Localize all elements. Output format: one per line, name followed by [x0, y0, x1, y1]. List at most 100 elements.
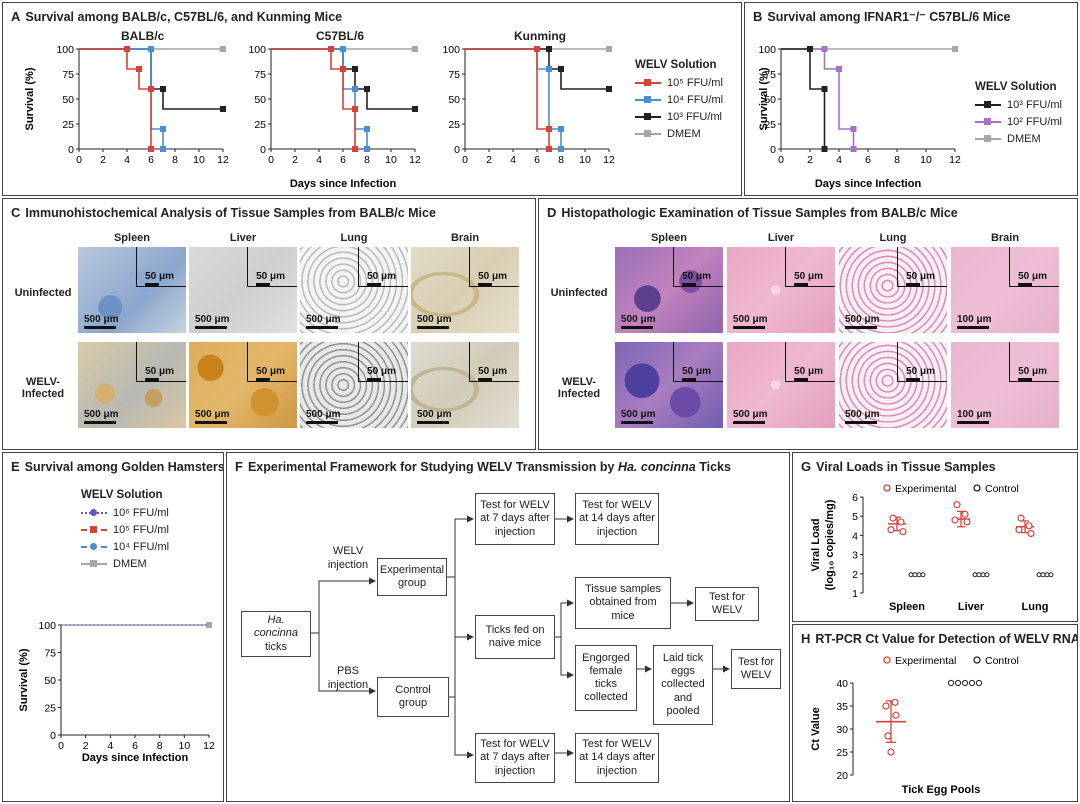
panel-h-chart: 20 25 30 35 40 Experimental Control Ct Value Tic… [810, 655, 1019, 796]
x-category-label: Liver [958, 601, 985, 613]
x-tick-label: 4 [510, 154, 516, 166]
x-tick-label: 0 [58, 740, 64, 752]
data-point-experimental [963, 518, 971, 526]
y-tick-label: 6 [852, 492, 858, 504]
data-point-d5 [148, 146, 154, 152]
y-tick-label: 5 [852, 511, 858, 523]
x-tick-label: 2 [807, 154, 813, 166]
ihc-liver-uninfected: 50 μm 500 μm [189, 247, 297, 333]
x-tick-label: 8 [894, 154, 900, 166]
control-group-box: Control group [377, 677, 449, 717]
data-point-control [980, 572, 986, 578]
flow-connector [555, 599, 574, 638]
y-tick-label: 100 [56, 44, 74, 56]
y-tick-label: 100 [38, 620, 56, 632]
he-spleen-infected: 50 μm 500 μm [615, 342, 723, 428]
ihc-lung-infected: 50 μm 500 μm [300, 342, 408, 428]
data-point-d5 [148, 86, 154, 92]
panel-b-title: B Survival among IFNAR1⁻/⁻ C57BL/6 Mice [753, 9, 1011, 24]
y-tick-label: 75 [254, 69, 266, 81]
data-point-d3 [606, 86, 612, 92]
legend-label-experimental: Experimental [895, 483, 956, 495]
flow-connector [447, 515, 474, 578]
data-point-experimental [951, 516, 959, 524]
panel-c-title: C Immunohistochemical Analysis of Tissue … [11, 205, 436, 220]
data-point-control [1040, 572, 1046, 578]
data-point-d3 [352, 66, 358, 72]
ihc-spleen-infected: 50 μm 500 μm [78, 342, 186, 428]
data-point-dmem [220, 46, 226, 52]
data-point-d4 [364, 126, 370, 132]
y-tick-label: 50 [764, 94, 776, 106]
experimental-group-box: Experimental group [377, 558, 447, 596]
y-tick-label: 75 [44, 648, 56, 660]
x-tick-label: 2 [83, 740, 89, 752]
x-tick-label: 12 [409, 154, 421, 166]
data-point-experimental [887, 748, 895, 756]
plot-title-balbc: BALB/c [121, 29, 165, 43]
he-lung-infected: 50 μm 500 μm [839, 342, 947, 428]
x-tick-label: 12 [203, 740, 215, 752]
y-tick-label: 40 [836, 678, 848, 690]
x-category-label: Spleen [889, 601, 925, 613]
data-point-d5 [136, 66, 142, 72]
x-tick-label: 0 [268, 154, 274, 166]
data-point-experimental [884, 732, 892, 740]
data-point-control [976, 572, 982, 578]
panel-b: B Survival among IFNAR1⁻/⁻ C57BL/6 Mice 0… [744, 2, 1078, 196]
start-ticks-box: Ha. concinna ticks [241, 611, 311, 657]
data-point-d4 [340, 46, 346, 52]
data-point-control [1048, 572, 1054, 578]
data-point-control [984, 572, 990, 578]
ticks-fed-box: Ticks fed on naive mice [475, 615, 555, 659]
data-point-control [920, 572, 926, 578]
flow-connector [311, 577, 376, 634]
x-tick-label: 10 [579, 154, 591, 166]
he-brain-uninfected: 50 μm 100 μm [951, 247, 1059, 333]
col-head-spleen: Spleen [650, 232, 688, 244]
panel-f: F Experimental Framework for Studying WEL… [226, 452, 790, 802]
data-point-experimental [961, 510, 969, 518]
panel-e: E Survival among Golden Hamsters WELV Sol… [2, 452, 224, 802]
y-tick-label: 2 [852, 569, 858, 581]
data-point-experimental [882, 702, 890, 710]
legend-item: DMEM [81, 555, 169, 572]
y-tick-label: 50 [254, 94, 266, 106]
y-tick-label: 0 [260, 144, 266, 156]
legend-item: 10³ FFU/ml [975, 96, 1062, 113]
col-head-liver: Liver [229, 232, 257, 244]
y-tick-label: 25 [44, 703, 56, 715]
col-head-liver: Liver [767, 232, 795, 244]
panel-a: A Survival among BALB/c, C57BL/6, and Kun… [2, 2, 742, 196]
data-point-d3 [821, 146, 828, 152]
x-axis-label: Tick Egg Pools [902, 784, 981, 796]
data-point-experimental [1017, 514, 1025, 522]
panel-a-legend: WELV Solution 10⁵ FFU/ml 10⁴ FFU/ml 10³ … [635, 59, 723, 142]
x-tick-label: 4 [316, 154, 322, 166]
x-tick-label: 4 [836, 154, 842, 166]
y-tick-label: 0 [50, 730, 56, 742]
data-point-d3 [160, 86, 166, 92]
y-tick-label: 25 [62, 119, 74, 131]
col-head-lung: Lung [879, 232, 907, 244]
y-tick-label: 75 [448, 69, 460, 81]
legend-item: 10⁵ FFU/ml [635, 74, 723, 91]
data-point-dmem [606, 46, 612, 52]
data-point-d5 [546, 146, 552, 152]
data-point-d2 [821, 46, 828, 52]
legend-label-control: Control [985, 655, 1019, 667]
ihc-lung-uninfected: 50 μm 500 μm [300, 247, 408, 333]
series-line-d5 [465, 48, 550, 149]
x-axis-label: Days since Infection [815, 178, 922, 190]
data-point-d3 [807, 46, 813, 52]
panel-h-title: H RT-PCR Ct Value for Detection of WELV R… [801, 631, 1078, 646]
data-point-control [1044, 572, 1050, 578]
data-point-d4 [364, 146, 370, 152]
data-point-experimental [1027, 529, 1035, 538]
data-point-d5 [328, 46, 334, 52]
x-tick-label: 12 [949, 154, 961, 166]
y-tick-label: 50 [44, 675, 56, 687]
panel-g-title: G Viral Loads in Tissue Samples [801, 459, 996, 474]
data-point-experimental [1015, 526, 1023, 534]
panel-h: H RT-PCR Ct Value for Detection of WELV R… [792, 624, 1078, 802]
